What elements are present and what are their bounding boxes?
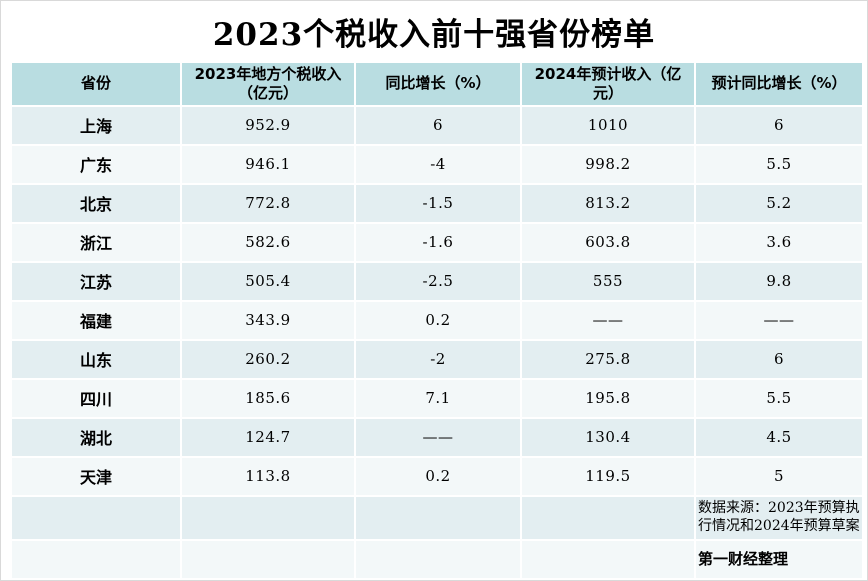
column-header-yoy-growth: 同比增长（%） xyxy=(356,63,520,105)
province-cell: 广东 xyxy=(12,145,180,183)
table-row: 北京 772.8 -1.5 813.2 5.2 xyxy=(12,184,862,222)
empty-cell xyxy=(12,496,180,539)
table-row: 广东 946.1 -4 998.2 5.5 xyxy=(12,145,862,183)
forecast-2024-cell: 555 xyxy=(522,262,694,300)
empty-cell xyxy=(522,496,694,539)
province-cell: 上海 xyxy=(12,106,180,144)
forecast-yoy-cell: 5.2 xyxy=(696,184,862,222)
income-2023-cell: 772.8 xyxy=(182,184,354,222)
income-2023-cell: 505.4 xyxy=(182,262,354,300)
province-cell: 北京 xyxy=(12,184,180,222)
forecast-2024-cell: —— xyxy=(522,301,694,339)
table-header-row: 省份 2023年地方个税收入 （亿元） 同比增长（%） 2024年预计收入（亿元… xyxy=(12,63,862,105)
empty-cell xyxy=(356,496,520,539)
empty-cell xyxy=(522,540,694,578)
forecast-2024-cell: 275.8 xyxy=(522,340,694,378)
yoy-growth-cell: -2 xyxy=(356,340,520,378)
forecast-yoy-cell: —— xyxy=(696,301,862,339)
table-row: 山东 260.2 -2 275.8 6 xyxy=(12,340,862,378)
table-row: 上海 952.9 6 1010 6 xyxy=(12,106,862,144)
province-cell: 湖北 xyxy=(12,418,180,456)
yoy-growth-cell: 6 xyxy=(356,106,520,144)
yoy-growth-cell: -1.5 xyxy=(356,184,520,222)
forecast-2024-cell: 119.5 xyxy=(522,457,694,495)
column-header-province: 省份 xyxy=(12,63,180,105)
empty-cell xyxy=(356,540,520,578)
column-header-forecast-yoy: 预计同比增长（%） xyxy=(696,63,862,105)
yoy-growth-cell: -2.5 xyxy=(356,262,520,300)
province-cell: 福建 xyxy=(12,301,180,339)
forecast-yoy-cell: 9.8 xyxy=(696,262,862,300)
table-row: 浙江 582.6 -1.6 603.8 3.6 xyxy=(12,223,862,261)
province-cell: 天津 xyxy=(12,457,180,495)
province-cell: 江苏 xyxy=(12,262,180,300)
table-row: 湖北 124.7 —— 130.4 4.5 xyxy=(12,418,862,456)
source-note-row: 数据来源：2023年预算执行情况和2024年预算草案 xyxy=(12,496,862,539)
empty-cell xyxy=(182,540,354,578)
province-cell: 山东 xyxy=(12,340,180,378)
yoy-growth-cell: —— xyxy=(356,418,520,456)
forecast-yoy-cell: 3.6 xyxy=(696,223,862,261)
table-row: 天津 113.8 0.2 119.5 5 xyxy=(12,457,862,495)
forecast-yoy-cell: 5.5 xyxy=(696,379,862,417)
data-source-note: 数据来源：2023年预算执行情况和2024年预算草案 xyxy=(696,496,862,539)
table-row: 江苏 505.4 -2.5 555 9.8 xyxy=(12,262,862,300)
yoy-growth-cell: 0.2 xyxy=(356,301,520,339)
credit-note-row: 第一财经整理 xyxy=(12,540,862,578)
forecast-2024-cell: 813.2 xyxy=(522,184,694,222)
page-title: 2023个税收入前十强省份榜单 xyxy=(212,16,656,53)
yoy-growth-cell: 0.2 xyxy=(356,457,520,495)
yoy-growth-cell: 7.1 xyxy=(356,379,520,417)
forecast-2024-cell: 998.2 xyxy=(522,145,694,183)
income-2023-cell: 582.6 xyxy=(182,223,354,261)
forecast-2024-cell: 130.4 xyxy=(522,418,694,456)
forecast-yoy-cell: 4.5 xyxy=(696,418,862,456)
credit-note: 第一财经整理 xyxy=(696,540,862,578)
income-2023-cell: 260.2 xyxy=(182,340,354,378)
table-row: 福建 343.9 0.2 —— —— xyxy=(12,301,862,339)
income-2023-cell: 946.1 xyxy=(182,145,354,183)
income-2023-cell: 343.9 xyxy=(182,301,354,339)
income-2023-cell: 952.9 xyxy=(182,106,354,144)
title-bar: 2023个税收入前十强省份榜单 xyxy=(1,1,867,61)
income-2023-cell: 124.7 xyxy=(182,418,354,456)
column-header-forecast-2024: 2024年预计收入（亿元） xyxy=(522,63,694,105)
forecast-2024-cell: 603.8 xyxy=(522,223,694,261)
empty-cell xyxy=(12,540,180,578)
forecast-yoy-cell: 6 xyxy=(696,340,862,378)
yoy-growth-cell: -4 xyxy=(356,145,520,183)
forecast-yoy-cell: 5.5 xyxy=(696,145,862,183)
forecast-2024-cell: 1010 xyxy=(522,106,694,144)
forecast-2024-cell: 195.8 xyxy=(522,379,694,417)
forecast-yoy-cell: 6 xyxy=(696,106,862,144)
province-cell: 四川 xyxy=(12,379,180,417)
province-cell: 浙江 xyxy=(12,223,180,261)
province-tax-table: 省份 2023年地方个税收入 （亿元） 同比增长（%） 2024年预计收入（亿元… xyxy=(10,61,864,580)
income-2023-cell: 185.6 xyxy=(182,379,354,417)
empty-cell xyxy=(182,496,354,539)
yoy-growth-cell: -1.6 xyxy=(356,223,520,261)
table-row: 四川 185.6 7.1 195.8 5.5 xyxy=(12,379,862,417)
income-2023-cell: 113.8 xyxy=(182,457,354,495)
column-header-income-2023: 2023年地方个税收入 （亿元） xyxy=(182,63,354,105)
forecast-yoy-cell: 5 xyxy=(696,457,862,495)
